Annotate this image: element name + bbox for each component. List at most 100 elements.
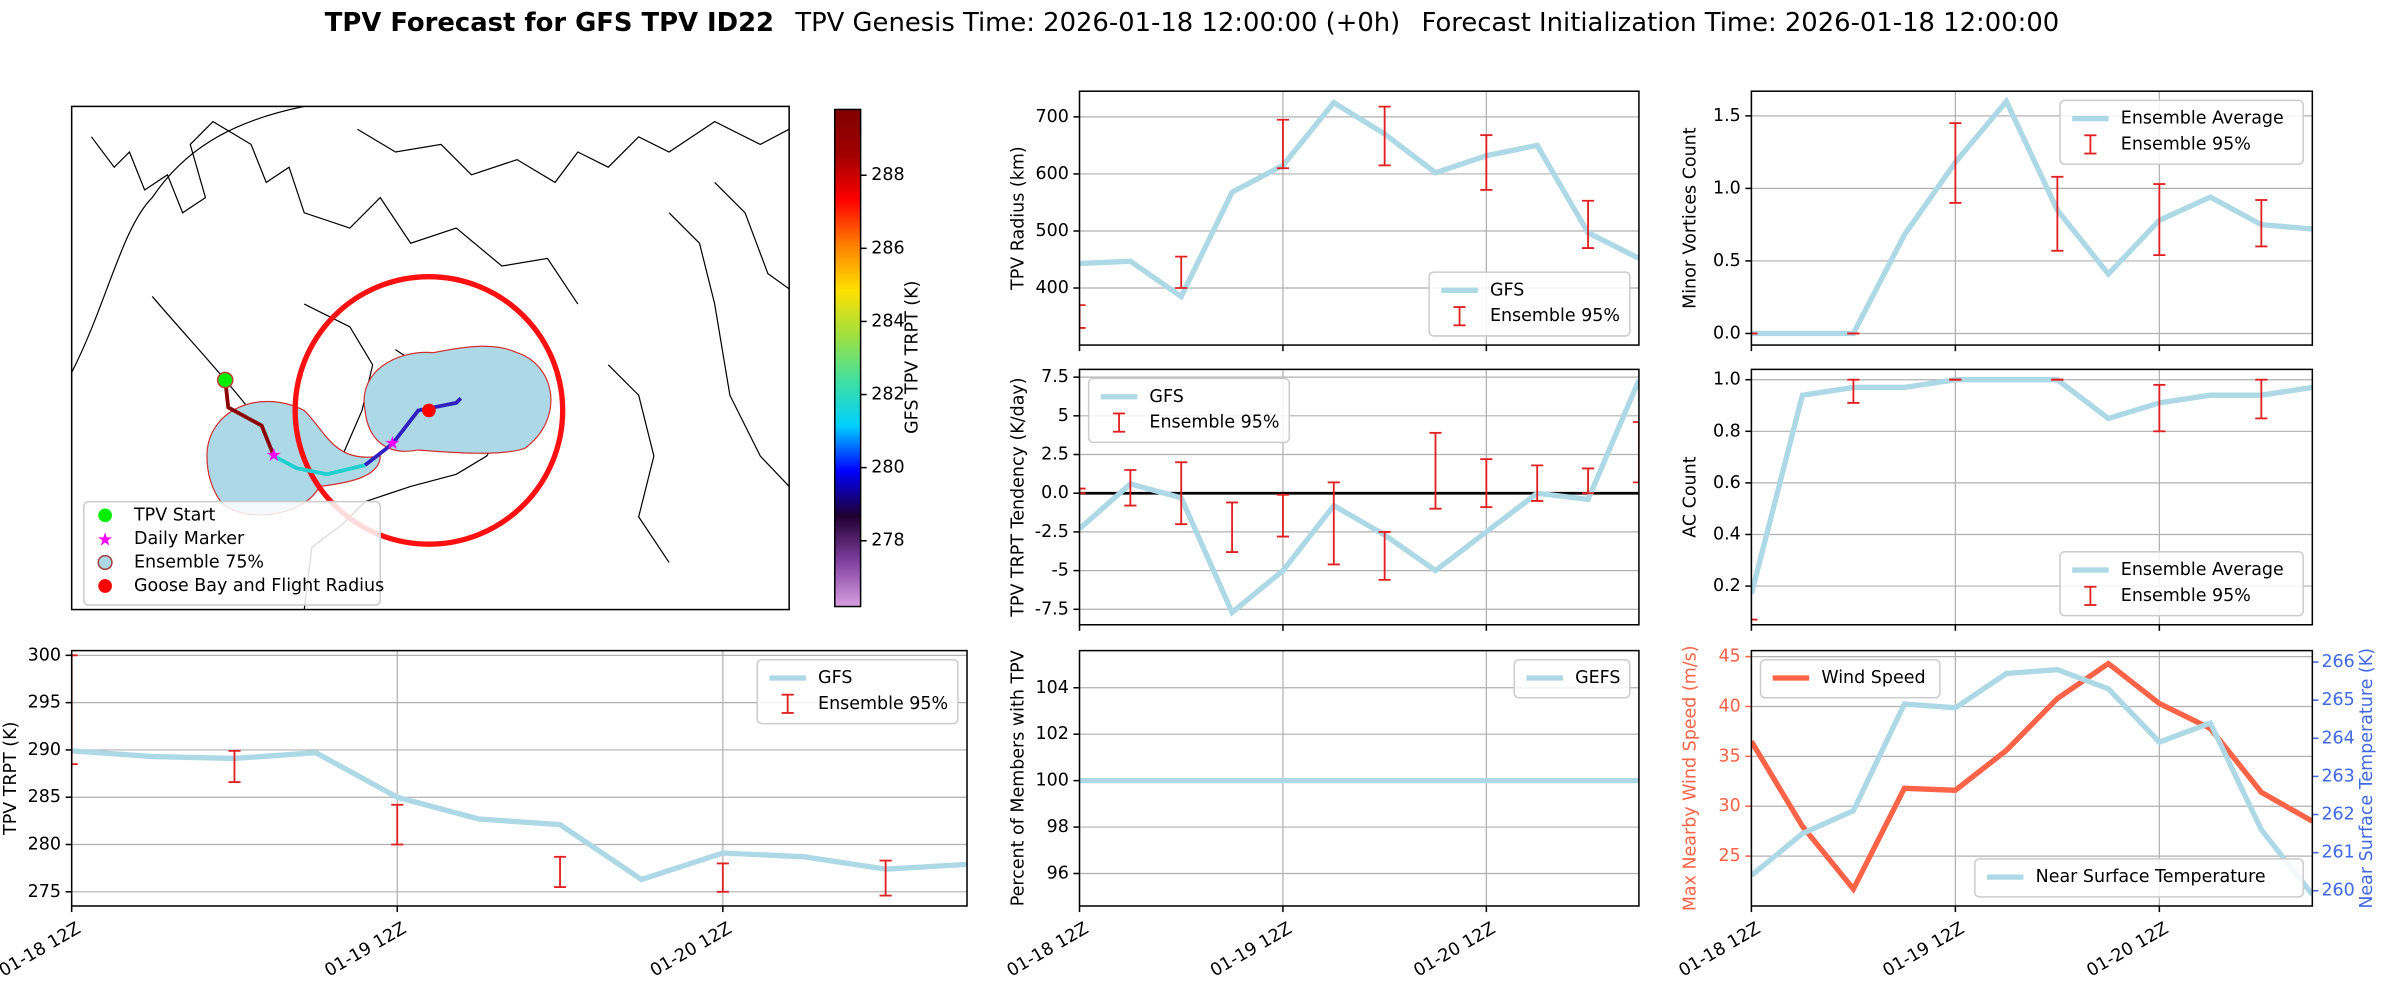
error-bar bbox=[2153, 183, 2166, 257]
y-tick-label: 5 bbox=[1058, 406, 1069, 426]
legend-label: Daily Marker bbox=[134, 529, 245, 549]
y-axis-label: AC Count bbox=[1681, 456, 1701, 537]
error-bar bbox=[1480, 134, 1493, 191]
x-tick-label: 01-20 12Z bbox=[2084, 919, 2172, 982]
y2-tick-label: 262 bbox=[2321, 805, 2354, 825]
y-tick-label: 0.6 bbox=[1713, 473, 1741, 493]
legend-box bbox=[2059, 99, 2304, 165]
y-tick-label: 40 bbox=[1719, 696, 1741, 716]
error-bar bbox=[71, 654, 78, 766]
y-tick-label: 0.0 bbox=[1041, 483, 1069, 503]
y-tick-label: -7.5 bbox=[1035, 599, 1069, 619]
legend-box bbox=[1087, 377, 1291, 444]
error-bar bbox=[2255, 378, 2268, 420]
y-tick-label: 295 bbox=[28, 693, 61, 713]
title-init: Forecast Initialization Time: 2026-01-18… bbox=[1422, 7, 2060, 37]
map: ★ ★ bbox=[70, 105, 790, 611]
series-line bbox=[1079, 99, 1639, 301]
y-tick-label: 45 bbox=[1719, 647, 1741, 667]
y-tick-label: 1.5 bbox=[1713, 106, 1741, 126]
y-tick-label: 0.8 bbox=[1713, 421, 1741, 441]
y-tick-label: 2.5 bbox=[1041, 445, 1069, 465]
series-line bbox=[1751, 666, 2313, 897]
y-tick-label: 300 bbox=[28, 645, 61, 665]
x-tick-label: 01-20 12Z bbox=[647, 919, 735, 982]
axes-frame bbox=[1750, 649, 2314, 907]
error-bar bbox=[228, 749, 241, 783]
legend-box bbox=[83, 500, 382, 606]
title-main: TPV Forecast for GFS TPV ID22 bbox=[325, 7, 774, 37]
legend-box bbox=[2059, 551, 2304, 617]
error-bar bbox=[1327, 481, 1340, 566]
error-bar bbox=[1378, 105, 1391, 167]
plot-area bbox=[71, 654, 968, 897]
y-tick-label: 35 bbox=[1719, 746, 1741, 766]
y-tick-label: 0.2 bbox=[1713, 576, 1741, 596]
plot-area bbox=[1751, 96, 2313, 337]
y-tick-label: 290 bbox=[28, 740, 61, 760]
x-tick-label: 01-18 12Z bbox=[1004, 919, 1092, 982]
error-bar bbox=[1276, 118, 1290, 170]
error-bar bbox=[1480, 458, 1493, 509]
error-bar bbox=[2051, 175, 2064, 252]
colorbar-tick-label: 288 bbox=[871, 165, 904, 185]
colorbar-tick-label: 282 bbox=[871, 385, 904, 405]
legend-label: Goose Bay and Flight Radius bbox=[134, 576, 384, 596]
error-bar bbox=[1175, 255, 1188, 289]
y-axis-label: Minor Vortices Count bbox=[1681, 127, 1701, 309]
y-tick-label: 285 bbox=[28, 787, 61, 807]
figure-title: TPV Forecast for GFS TPV ID22 TPV Genesis… bbox=[325, 7, 2059, 37]
error-bar bbox=[2153, 383, 2166, 433]
error-bar bbox=[1949, 122, 1962, 204]
legend-label: GFS bbox=[1490, 280, 1524, 300]
y-tick-label: 280 bbox=[28, 835, 61, 855]
legend-marker: ★ bbox=[97, 529, 113, 550]
legend-label: TPV Start bbox=[133, 505, 216, 525]
x-tick-label: 01-19 12Z bbox=[321, 919, 409, 982]
y-tick-label: 25 bbox=[1719, 846, 1741, 866]
plot-area bbox=[1079, 379, 1639, 617]
legend-label: Ensemble 95% bbox=[1149, 413, 1279, 433]
title-genesis: TPV Genesis Time: 2026-01-18 12:00:00 (+… bbox=[794, 7, 1400, 37]
x-tick-label: 01-19 12Z bbox=[1880, 919, 1968, 982]
error-bar bbox=[391, 803, 404, 846]
error-bar bbox=[1378, 530, 1391, 581]
y-axis-label: Max Nearby Wind Speed (m/s) bbox=[1681, 645, 1701, 911]
legend-box bbox=[1759, 658, 1941, 699]
y-tick-label: -2.5 bbox=[1035, 522, 1069, 542]
y-tick-label: -5 bbox=[1051, 561, 1068, 581]
series-line bbox=[71, 748, 968, 883]
y-tick-label: 30 bbox=[1719, 796, 1741, 816]
legend-label: Ensemble 95% bbox=[1490, 306, 1620, 326]
axes-frame bbox=[1750, 368, 2314, 626]
y-tick-label: 700 bbox=[1036, 107, 1069, 127]
error-bar bbox=[553, 855, 567, 888]
y2-axis-label: Near Surface Temperature (K) bbox=[2357, 648, 2377, 909]
x-tick-label: 01-18 12Z bbox=[1676, 919, 1764, 982]
error-bar bbox=[1175, 461, 1188, 526]
y-axis-label: Percent of Members with TPV bbox=[1009, 650, 1029, 906]
error-bar bbox=[879, 859, 892, 897]
svg-text:★: ★ bbox=[384, 433, 400, 454]
x-tick-label: 01-19 12Z bbox=[1207, 919, 1295, 982]
legend-box bbox=[1974, 858, 2304, 898]
y-tick-label: 104 bbox=[1036, 678, 1069, 698]
x-tick-label: 01-18 12Z bbox=[0, 919, 84, 982]
y-tick-label: 500 bbox=[1036, 221, 1069, 241]
legend-box bbox=[1428, 271, 1631, 337]
y-tick-label: 7.5 bbox=[1041, 367, 1069, 387]
colorbar-label: GFS TPV TRPT (K) bbox=[902, 281, 922, 434]
legend-label: Ensemble Average bbox=[2121, 109, 2284, 129]
legend-label: Ensemble 75% bbox=[134, 552, 264, 572]
error-bar bbox=[1429, 431, 1442, 510]
error-bar bbox=[1531, 464, 1544, 502]
legend-label: Ensemble 95% bbox=[2121, 586, 2251, 606]
plot-area bbox=[1751, 660, 2313, 897]
legend-box bbox=[756, 658, 959, 725]
series-line bbox=[1751, 96, 2313, 337]
plot-area bbox=[1751, 377, 2313, 621]
y2-tick-label: 263 bbox=[2321, 766, 2354, 786]
legend-label: GFS bbox=[1149, 387, 1183, 407]
error-bar bbox=[1276, 493, 1290, 538]
